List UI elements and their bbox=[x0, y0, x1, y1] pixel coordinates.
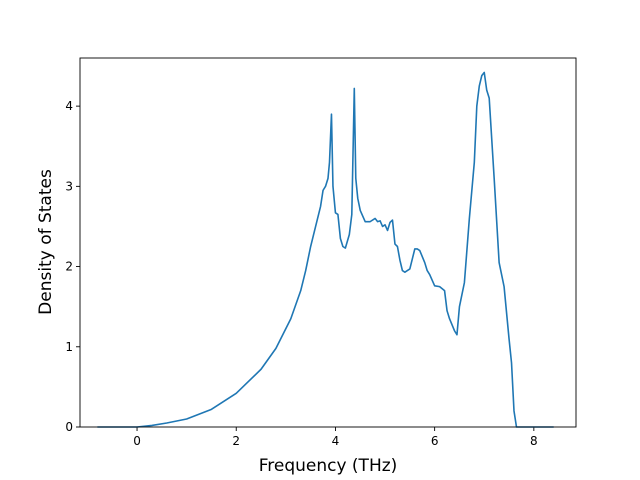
y-tick-label: 3 bbox=[65, 179, 73, 193]
x-tick-label: 8 bbox=[530, 434, 538, 448]
x-axis-label: Frequency (THz) bbox=[259, 456, 398, 476]
x-tick-label: 0 bbox=[133, 434, 141, 448]
y-tick-label: 2 bbox=[65, 260, 73, 274]
y-tick-label: 0 bbox=[65, 420, 73, 434]
plot-frame bbox=[79, 57, 577, 428]
x-tick-label: 6 bbox=[431, 434, 439, 448]
y-tick-label: 1 bbox=[65, 340, 73, 354]
x-tick-label: 4 bbox=[332, 434, 340, 448]
y-axis-ticks: 0 1 2 3 4 bbox=[65, 99, 80, 434]
x-tick-label: 2 bbox=[232, 434, 240, 448]
y-tick-label: 4 bbox=[65, 99, 73, 113]
y-axis-label: Density of States bbox=[36, 169, 56, 315]
dos-series-line bbox=[97, 71, 554, 428]
